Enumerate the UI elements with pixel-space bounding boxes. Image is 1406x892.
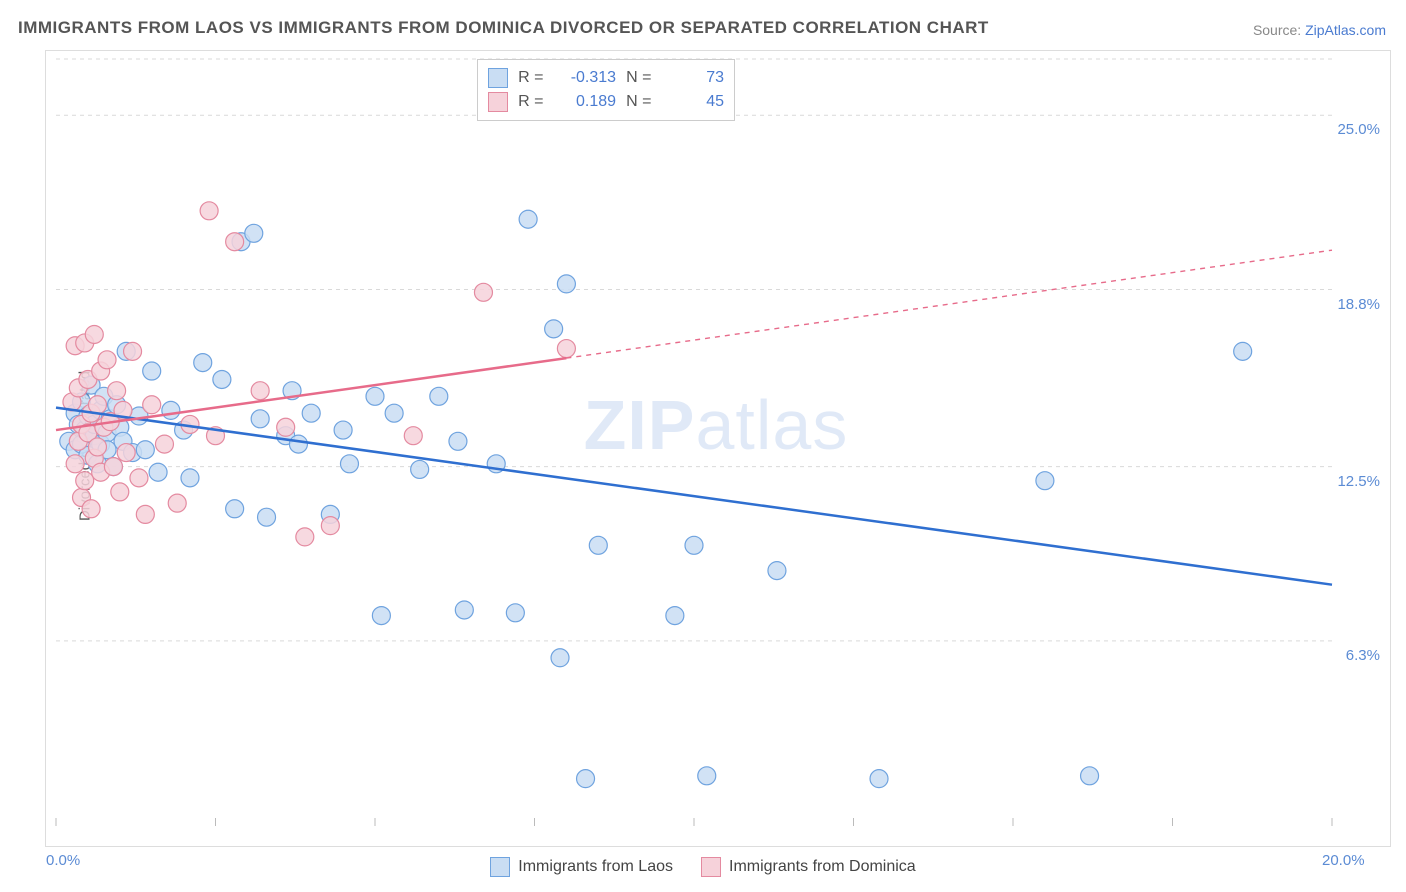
legend-item: Immigrants from Laos xyxy=(490,857,673,877)
series-swatch xyxy=(488,68,508,88)
source-link[interactable]: ZipAtlas.com xyxy=(1305,22,1386,38)
stat-value-r: -0.313 xyxy=(560,66,616,90)
scatter-chart-svg xyxy=(46,51,1392,848)
stat-label-n: N = xyxy=(626,66,658,90)
legend-label: Immigrants from Laos xyxy=(518,858,673,876)
legend-swatch xyxy=(490,857,510,877)
chart-area: ZIPatlas R =-0.313N =73R =0.189N =45 0.0… xyxy=(45,50,1391,847)
page-title: IMMIGRANTS FROM LAOS VS IMMIGRANTS FROM … xyxy=(18,18,989,38)
stat-value-n: 73 xyxy=(668,66,724,90)
legend-swatch xyxy=(701,857,721,877)
correlation-stats-box: R = -0.313 N = 73 R = 0.189 N = 45 xyxy=(477,59,735,121)
stat-label-n: N = xyxy=(626,90,658,114)
y-axis-tick-label: 18.8% xyxy=(1337,296,1380,313)
source-prefix: Source: xyxy=(1253,22,1305,38)
legend-label: Immigrants from Dominica xyxy=(729,858,916,876)
legend-item: Immigrants from Dominica xyxy=(701,857,916,877)
stats-row: R = -0.313 N = 73 xyxy=(488,66,724,90)
stat-label-r: R = xyxy=(518,66,550,90)
y-axis-tick-label: 12.5% xyxy=(1337,473,1380,490)
stat-label-r: R = xyxy=(518,90,550,114)
stats-row: R = 0.189 N = 45 xyxy=(488,90,724,114)
bottom-legend: Immigrants from Laos Immigrants from Domi… xyxy=(0,857,1406,882)
series-swatch xyxy=(488,92,508,112)
y-axis-tick-label: 6.3% xyxy=(1346,647,1380,664)
y-axis-tick-label: 25.0% xyxy=(1337,121,1380,138)
stat-value-n: 45 xyxy=(668,90,724,114)
stat-value-r: 0.189 xyxy=(560,90,616,114)
source-attribution: Source: ZipAtlas.com xyxy=(1253,22,1386,38)
